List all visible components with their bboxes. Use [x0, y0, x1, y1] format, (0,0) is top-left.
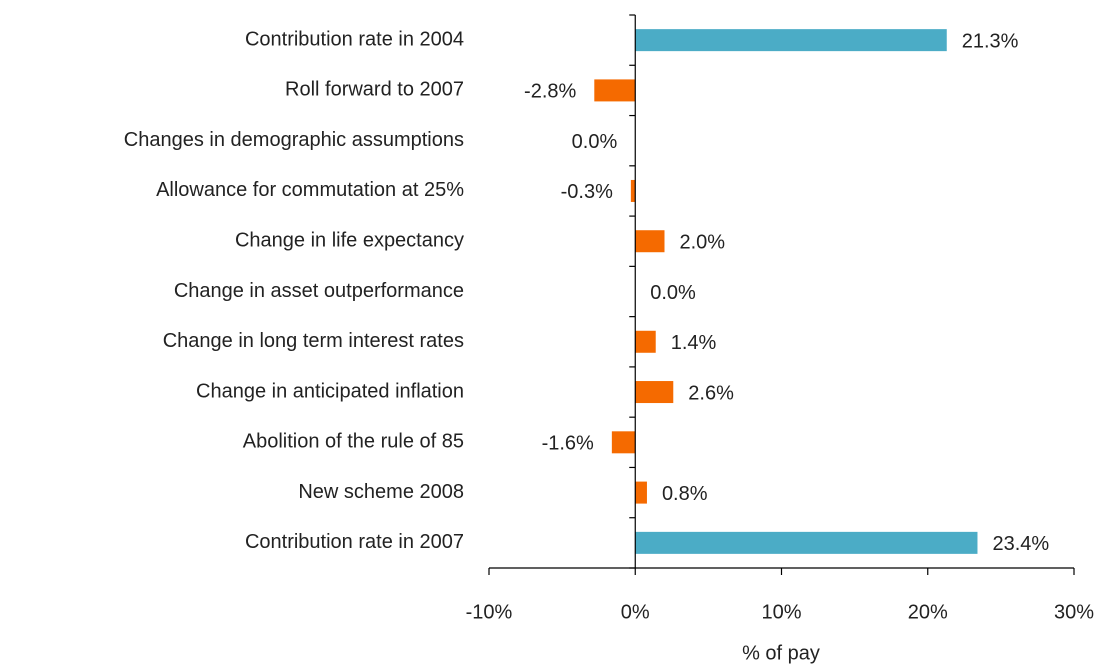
x-tick-label: 10% [761, 601, 801, 623]
y-tick-label: Contribution rate in 2004 [245, 28, 464, 50]
bar [635, 29, 947, 52]
bar [594, 79, 636, 102]
y-tick-label: Roll forward to 2007 [285, 79, 464, 101]
x-tick-label: -10% [466, 601, 513, 623]
value-label: 0.0% [572, 131, 618, 153]
bar [635, 481, 647, 504]
y-tick-label: Change in life expectancy [235, 230, 464, 252]
x-tick-label: 30% [1054, 601, 1094, 623]
x-axis-label: % of pay [742, 642, 820, 664]
bar [635, 230, 665, 253]
value-label: 23.4% [992, 533, 1049, 555]
value-label: 0.8% [662, 483, 708, 505]
y-tick-label: Change in asset outperformance [174, 280, 464, 302]
value-label: 0.0% [650, 282, 696, 304]
y-tick-label: Contribution rate in 2007 [245, 531, 464, 553]
bar [635, 381, 674, 404]
value-label: -0.3% [561, 181, 613, 203]
bar [635, 330, 656, 353]
x-tick-label: 0% [621, 601, 650, 623]
value-label: 2.0% [680, 232, 726, 254]
y-tick-label: New scheme 2008 [298, 481, 464, 503]
bar [635, 531, 978, 554]
y-tick-label: Changes in demographic assumptions [124, 129, 464, 151]
value-label: 21.3% [962, 30, 1019, 52]
y-tick-label: Allowance for commutation at 25% [156, 179, 464, 201]
value-label: 1.4% [671, 332, 717, 354]
value-label: 2.6% [688, 382, 734, 404]
value-label: -1.6% [542, 433, 594, 455]
y-tick-label: Change in long term interest rates [163, 330, 464, 352]
value-label: -2.8% [524, 81, 576, 103]
x-tick-label: 20% [908, 601, 948, 623]
y-tick-label: Change in anticipated inflation [196, 380, 464, 402]
y-tick-label: Abolition of the rule of 85 [243, 431, 464, 453]
bar [611, 431, 636, 454]
bar [630, 179, 636, 202]
